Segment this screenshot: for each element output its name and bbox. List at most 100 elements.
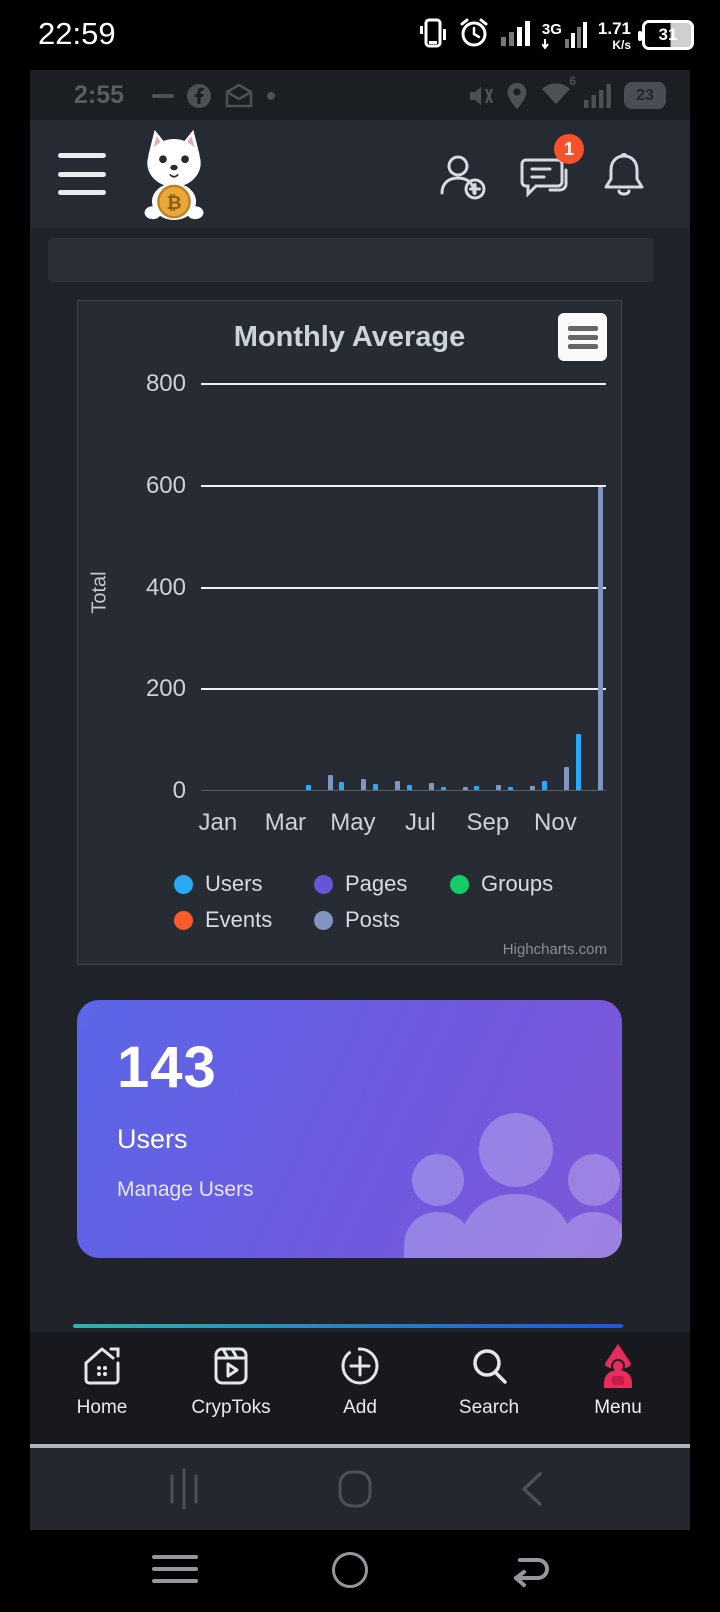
x-axis-tick: Jan (198, 809, 238, 836)
bell-icon[interactable] (596, 148, 652, 204)
content-top-band (48, 238, 654, 282)
y-axis-tick: 400 (145, 573, 186, 601)
x-axis-tick: Mar (264, 809, 307, 836)
nav-item-add[interactable]: Add (310, 1342, 410, 1444)
chat-badge: 1 (554, 134, 584, 164)
home-icon (84, 1347, 120, 1385)
menu-lines-icon[interactable] (152, 1552, 198, 1586)
bar-users-jul (406, 784, 412, 790)
chat-icon[interactable] (518, 148, 574, 204)
inner-clock: 2:55 (74, 81, 125, 109)
bar-posts-jul (428, 782, 434, 790)
bar-posts-apr (327, 774, 333, 790)
users-group-icon (404, 1113, 622, 1258)
y-axis-tick: 0 (172, 777, 186, 804)
x-axis-tick: Sep (466, 809, 510, 836)
gridline (201, 383, 606, 385)
legend-dot (314, 874, 333, 894)
bar-users-oct (508, 786, 514, 790)
bar-users-dec (575, 734, 581, 790)
y-axis-tick: 200 (145, 675, 186, 703)
users-stat-card[interactable]: 143 Users Manage Users (77, 1000, 622, 1258)
inner-home-icon[interactable] (332, 1466, 378, 1512)
next-card-top-border (73, 1324, 623, 1328)
battery-level: 31 (658, 25, 678, 44)
x-axis-tick: Nov (534, 809, 577, 836)
chart-legend: Users Pages Groups Events Posts (174, 871, 620, 933)
inner-battery-level: 23 (636, 86, 654, 104)
nav-label-menu: Menu (594, 1397, 642, 1418)
outer-device-nav (0, 1530, 720, 1612)
home-circle-icon[interactable] (332, 1552, 368, 1588)
gridline (201, 586, 606, 589)
chart-export-menu-button[interactable] (558, 313, 607, 361)
users-label: Users (117, 1124, 188, 1154)
recents-icon[interactable] (156, 1466, 212, 1512)
inner-status-bar: 2:55 6 23 (30, 70, 690, 120)
legend-item-posts[interactable]: Posts (314, 907, 450, 933)
users-count: 143 (117, 1035, 217, 1100)
nav-label-search: Search (458, 1397, 520, 1418)
highcharts-credit[interactable]: Highcharts.com (502, 941, 607, 958)
dot-icon (267, 92, 275, 100)
separator-line (30, 1444, 690, 1448)
speed-unit: K/s (612, 37, 631, 52)
nav-item-menu[interactable]: Menu (568, 1342, 668, 1444)
bar-users-apr (305, 784, 311, 790)
signal-icon (500, 19, 531, 52)
legend-label: Users (205, 871, 263, 896)
cryptoks-icon (214, 1347, 248, 1385)
signal-3g-icon: 3G (541, 21, 587, 49)
bar-users-jun (373, 783, 379, 790)
gridline (201, 688, 606, 691)
bar-users-may (339, 782, 345, 790)
chart-plot (201, 383, 606, 791)
bar-posts-oct (530, 785, 536, 790)
mute-icon (470, 86, 494, 105)
nav-item-home[interactable]: Home (52, 1342, 152, 1444)
inner-signal-icon (584, 83, 611, 108)
y-axis-tick: 800 (145, 370, 186, 397)
battery-icon: 31 (638, 20, 694, 50)
bar-users-nov (541, 780, 547, 790)
person-add-icon[interactable] (434, 148, 490, 204)
legend-dot (314, 910, 333, 930)
nav-item-search[interactable]: Search (439, 1342, 539, 1444)
x-axis-tick: May (330, 809, 376, 836)
nav-label-home: Home (76, 1397, 128, 1418)
gridline (201, 484, 606, 487)
bar-users-aug (440, 787, 446, 790)
inner-back-icon[interactable] (512, 1466, 552, 1512)
mail-icon (225, 83, 253, 108)
bar-posts-nov (563, 767, 569, 790)
app-bottom-nav: Home CrypToks Add (30, 1332, 690, 1444)
legend-item-events[interactable]: Events (174, 907, 314, 933)
legend-label: Events (205, 907, 273, 932)
menu-icon[interactable] (58, 153, 106, 195)
back-arrow-icon[interactable] (508, 1552, 552, 1592)
network-type: 3G (541, 21, 562, 38)
inner-device-nav (30, 1448, 690, 1530)
y-axis-tick: 600 (145, 471, 186, 499)
wifi-gen-label: 6 (569, 74, 576, 88)
manage-users-link[interactable]: Manage Users (117, 1178, 254, 1201)
alarm-icon (458, 17, 490, 54)
vibrate-icon (419, 17, 447, 54)
clock: 22:59 (38, 16, 116, 51)
legend-item-users[interactable]: Users (174, 871, 314, 897)
speed-value: 1.71 (597, 18, 631, 38)
location-icon (507, 82, 527, 109)
bar-posts-may (361, 778, 367, 790)
legend-dot (174, 910, 193, 930)
legend-dot (174, 874, 193, 894)
legend-item-pages[interactable]: Pages (314, 871, 450, 897)
nav-item-cryptoks[interactable]: CrypToks (181, 1342, 281, 1444)
nav-label-cryptoks: CrypToks (191, 1397, 271, 1418)
facebook-icon (187, 84, 211, 108)
network-speed: 1.71 K/s (598, 20, 631, 51)
bar-users-sep (474, 785, 480, 790)
legend-item-groups[interactable]: Groups (450, 871, 620, 897)
app-header: ₿ 1 (30, 120, 690, 228)
dog-logo[interactable]: ₿ (128, 124, 220, 224)
